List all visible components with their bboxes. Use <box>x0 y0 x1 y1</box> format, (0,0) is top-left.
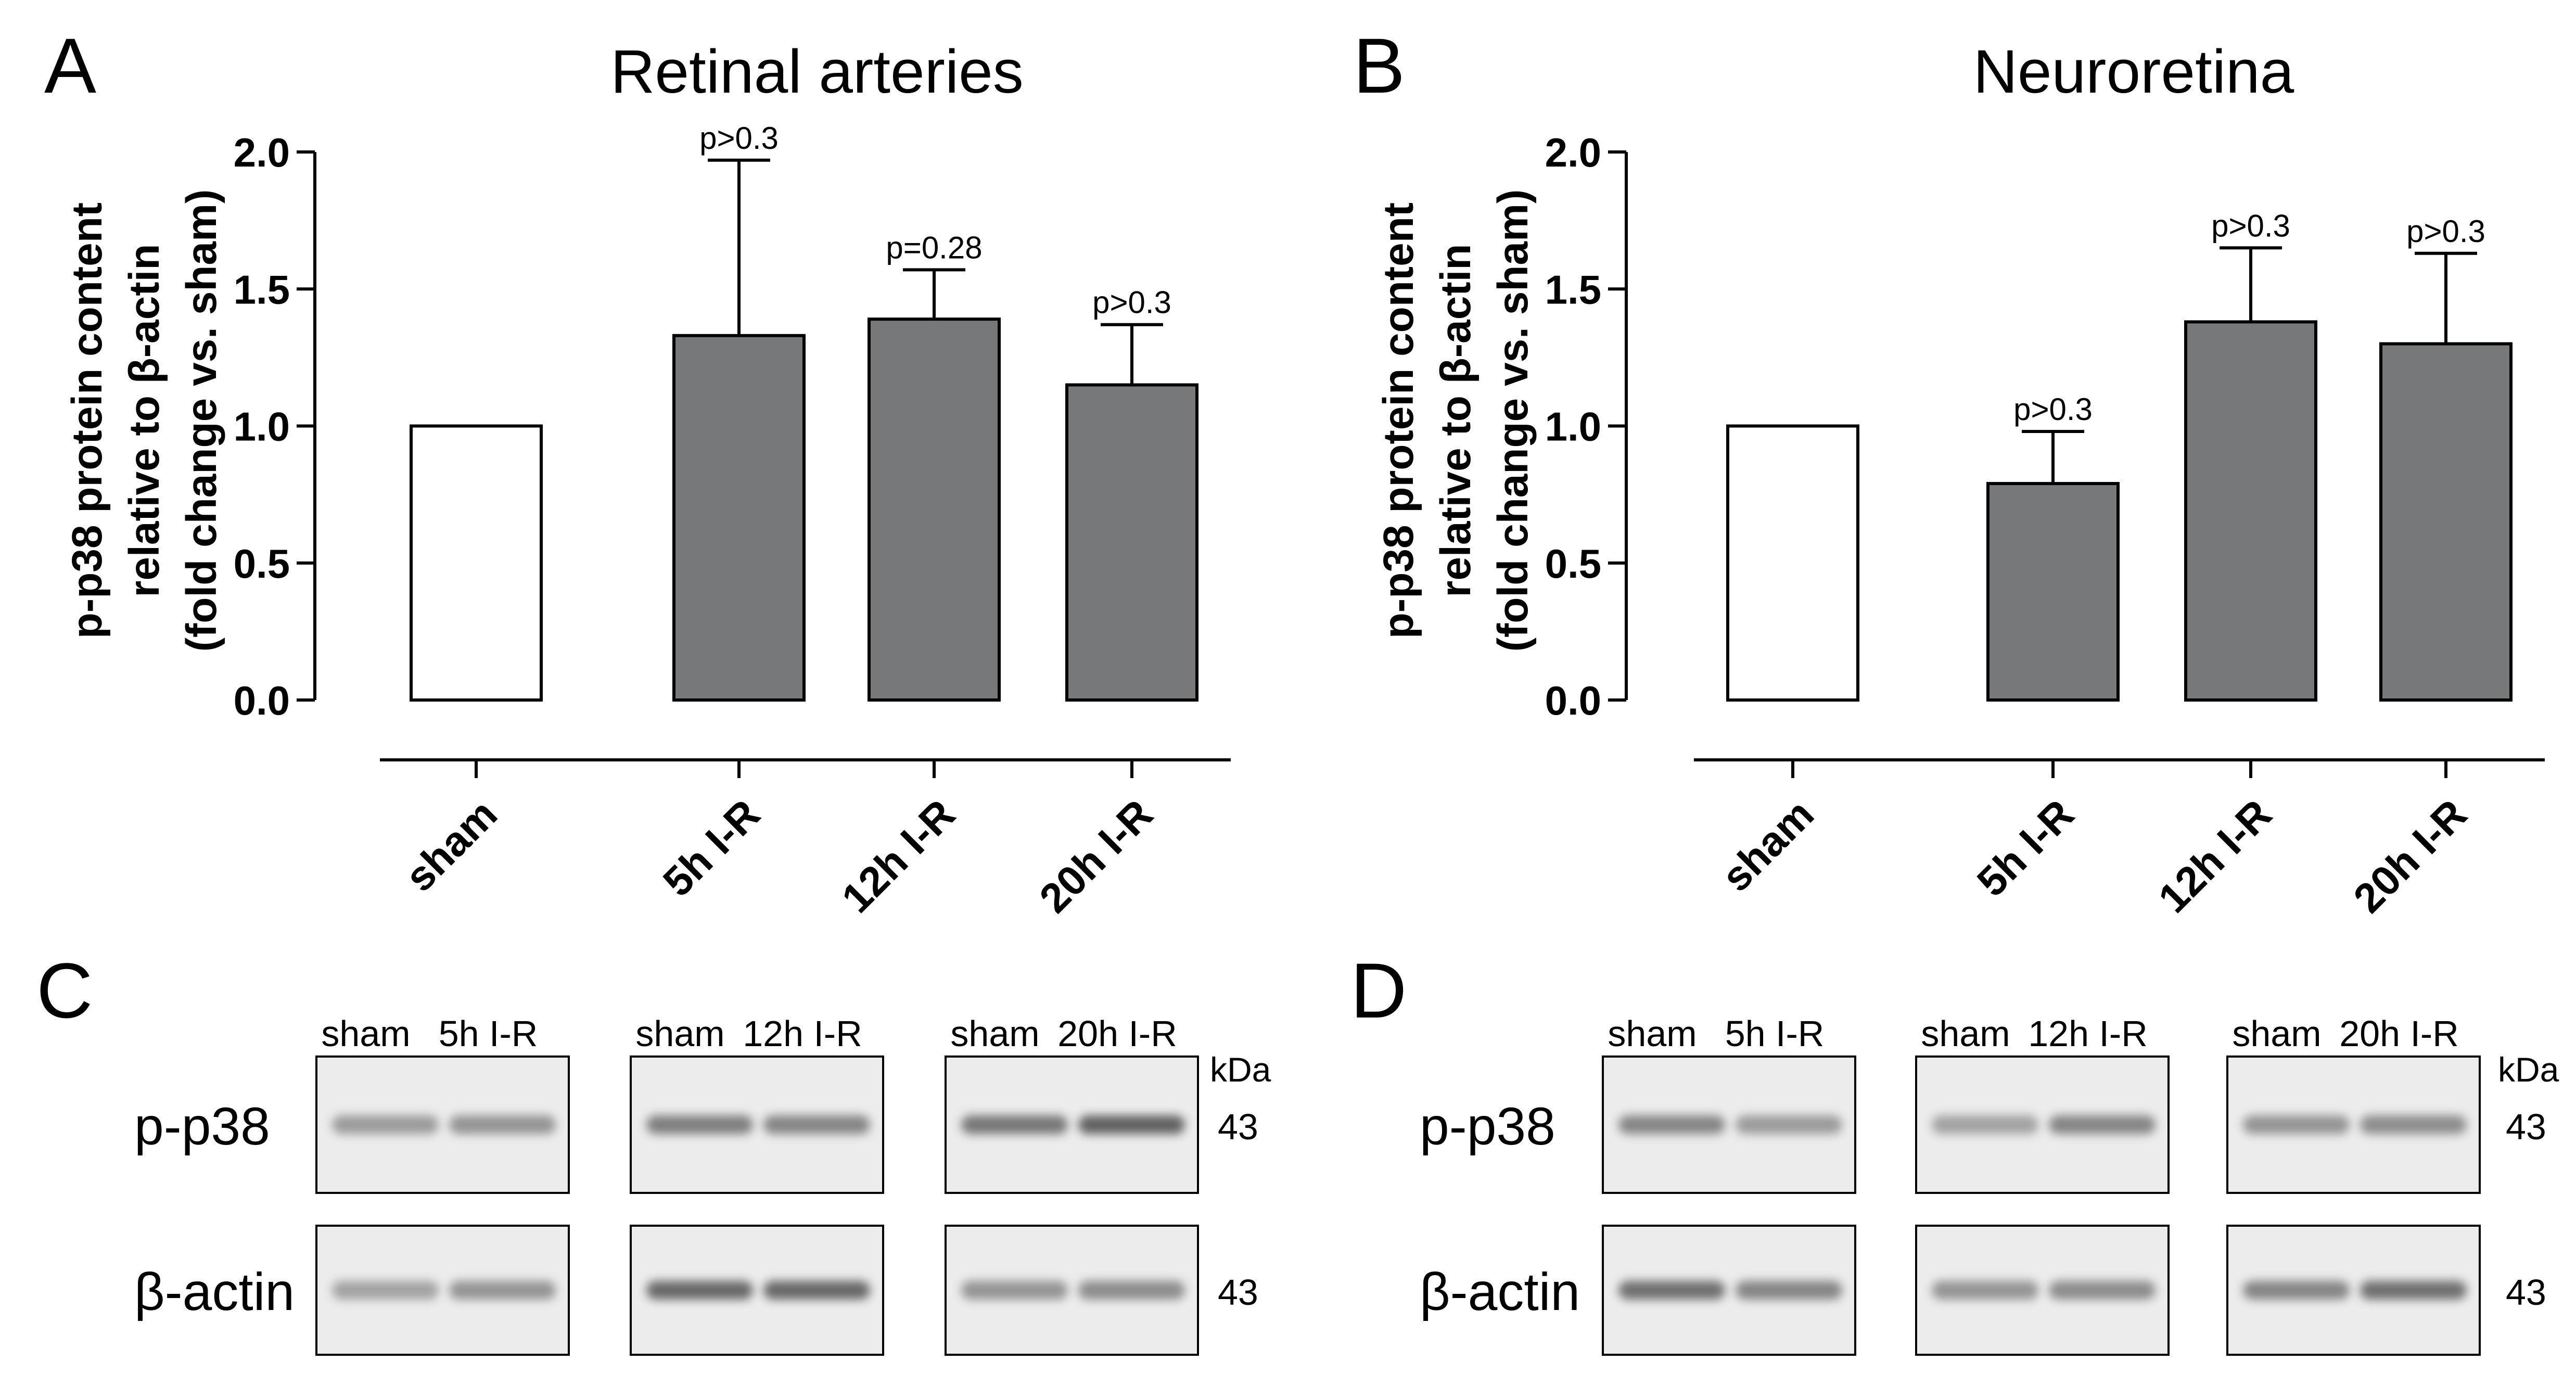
kda-value-c-1: 43 <box>1218 1272 1258 1313</box>
p-value-label-a-1: p>0.3 <box>699 121 779 156</box>
bar-chart-retinal-arteries: p-p38 protein content relative to β-acti… <box>63 121 1231 922</box>
x-category-label-a-3: 20h I-R <box>1030 791 1162 922</box>
bar-b-0 <box>1726 424 1859 702</box>
kda-label-d: kDa <box>2498 1050 2559 1089</box>
lane-label-d-1-0: sham <box>1921 1013 2010 1054</box>
x-category-label-b-2: 12h I-R <box>2149 791 2280 922</box>
y-tick-label-b-4: 2.0 <box>1545 130 1601 175</box>
panel-letter-b: B <box>1353 22 1405 109</box>
blot-band-d-2-1-1 <box>2360 1281 2467 1300</box>
p-value-label-b-1: p>0.3 <box>2013 392 2093 427</box>
blot-band-c-1-1-0 <box>646 1281 753 1300</box>
panel-letter-d: D <box>1350 947 1407 1034</box>
western-blot-panel-d: p-p38 β-actin kDa 43 43 sham 5h I-R sham 12h I-R… <box>1420 1013 2559 1356</box>
lane-label-c-0-1: 5h I-R <box>439 1013 538 1054</box>
lane-label-c-2-1: 20h I-R <box>1057 1013 1177 1054</box>
blot-band-d-2-0-0 <box>2243 1115 2350 1134</box>
bar-a-2 <box>868 317 1001 702</box>
bar-b-2 <box>2184 320 2317 702</box>
x-category-label-b-1: 5h I-R <box>1968 791 2083 905</box>
blot-band-d-2-1-0 <box>2243 1281 2350 1300</box>
lane-label-d-0-0: sham <box>1608 1013 1697 1054</box>
blot-row-label-d-0: p-p38 <box>1420 1097 1555 1156</box>
bar-a-0 <box>410 424 543 702</box>
blot-band-c-1-0-1 <box>763 1115 870 1134</box>
p-value-label-a-2: p=0.28 <box>886 230 982 265</box>
y-axis-label-b-line-1: p-p38 protein content <box>1375 202 1422 639</box>
x-category-label-a-2: 12h I-R <box>833 791 964 922</box>
blot-band-d-0-0-0 <box>1618 1115 1725 1134</box>
blot-band-c-2-0-1 <box>1078 1115 1185 1134</box>
lane-label-d-0-1: 5h I-R <box>1725 1013 1825 1054</box>
blot-band-d-1-1-0 <box>1932 1281 2038 1300</box>
blot-band-c-0-1-0 <box>332 1281 439 1300</box>
lane-label-c-0-0: sham <box>321 1013 410 1054</box>
chart-title-a: Retinal arteries <box>610 37 1024 106</box>
western-blot-panel-c: p-p38 β-actin kDa 43 43 sham 5h I-R sham 12h I-R… <box>134 1013 1271 1356</box>
y-tick-label-a-2: 1.0 <box>234 404 290 450</box>
x-category-label-b-3: 20h I-R <box>2344 791 2476 922</box>
y-tick-label-a-4: 2.0 <box>234 130 290 175</box>
blot-band-d-0-1-0 <box>1618 1281 1725 1300</box>
x-category-label-b-0: sham <box>1713 791 1822 900</box>
y-axis-label-a: p-p38 protein content relative to β-acti… <box>63 189 225 652</box>
blot-band-d-0-0-1 <box>1736 1115 1842 1134</box>
bar-b-1 <box>1986 482 2120 702</box>
y-axis-label-b: p-p38 protein content relative to β-acti… <box>1375 189 1537 652</box>
kda-label-c: kDa <box>1210 1050 1271 1089</box>
bar-a-3 <box>1065 383 1198 702</box>
bar-a-1 <box>672 334 806 702</box>
kda-value-d-1: 43 <box>2506 1272 2546 1313</box>
blot-band-c-1-0-0 <box>646 1115 753 1134</box>
p-value-label-b-2: p>0.3 <box>2211 208 2290 243</box>
chart-title-b: Neuroretina <box>1973 37 2294 106</box>
panel-letter-a: A <box>44 22 96 109</box>
kda-value-c-0: 43 <box>1218 1107 1258 1147</box>
blot-band-c-0-0-0 <box>332 1115 439 1134</box>
blot-band-d-1-0-0 <box>1932 1115 2038 1134</box>
lane-label-c-2-0: sham <box>950 1013 1039 1054</box>
blot-band-d-1-1-1 <box>2049 1281 2156 1300</box>
y-tick-label-a-1: 0.5 <box>234 541 290 587</box>
blot-band-d-0-1-1 <box>1736 1281 1842 1300</box>
y-axis-label-a-line-1: p-p38 protein content <box>63 202 111 639</box>
y-tick-label-b-3: 1.5 <box>1545 266 1601 312</box>
lane-label-c-1-1: 12h I-R <box>743 1013 862 1054</box>
y-tick-label-b-2: 1.0 <box>1545 404 1601 450</box>
bar-chart-neuroretina: p-p38 protein content relative to β-acti… <box>1375 130 2545 922</box>
y-axis-label-b-line-3: (fold change vs. sham) <box>1489 189 1537 652</box>
blot-band-c-2-0-0 <box>961 1115 1068 1134</box>
blot-band-c-2-1-0 <box>961 1281 1068 1300</box>
blot-row-label-c-1: β-actin <box>134 1262 295 1321</box>
blot-band-d-2-0-1 <box>2360 1115 2467 1134</box>
x-category-label-a-1: 5h I-R <box>654 791 769 905</box>
blot-band-c-2-1-1 <box>1078 1281 1185 1300</box>
y-tick-label-b-0: 0.0 <box>1545 678 1601 723</box>
blot-row-label-d-1: β-actin <box>1420 1262 1580 1321</box>
y-tick-label-a-3: 1.5 <box>234 266 290 312</box>
p-value-label-a-3: p>0.3 <box>1092 285 1171 320</box>
y-axis-label-a-line-2: relative to β-actin <box>121 244 168 597</box>
lane-label-d-2-0: sham <box>2232 1013 2321 1054</box>
y-axis-label-b-line-2: relative to β-actin <box>1432 244 1480 597</box>
x-category-label-a-0: sham <box>396 791 506 900</box>
blot-band-c-0-0-1 <box>449 1115 556 1134</box>
y-axis-label-a-line-3: (fold change vs. sham) <box>178 189 225 652</box>
y-tick-label-b-1: 0.5 <box>1545 541 1601 587</box>
blot-row-label-c-0: p-p38 <box>134 1097 270 1156</box>
blot-band-c-0-1-1 <box>449 1281 556 1300</box>
p-value-label-b-3: p>0.3 <box>2406 214 2485 249</box>
y-tick-label-a-0: 0.0 <box>234 678 290 723</box>
blot-band-c-1-1-1 <box>763 1281 870 1300</box>
blot-band-d-1-0-1 <box>2049 1115 2156 1134</box>
kda-value-d-0: 43 <box>2506 1107 2546 1147</box>
lane-label-d-1-1: 12h I-R <box>2028 1013 2148 1054</box>
lane-label-c-1-0: sham <box>635 1013 724 1054</box>
panel-letter-c: C <box>36 947 93 1034</box>
lane-label-d-2-1: 20h I-R <box>2339 1013 2459 1054</box>
bar-b-3 <box>2379 342 2513 702</box>
